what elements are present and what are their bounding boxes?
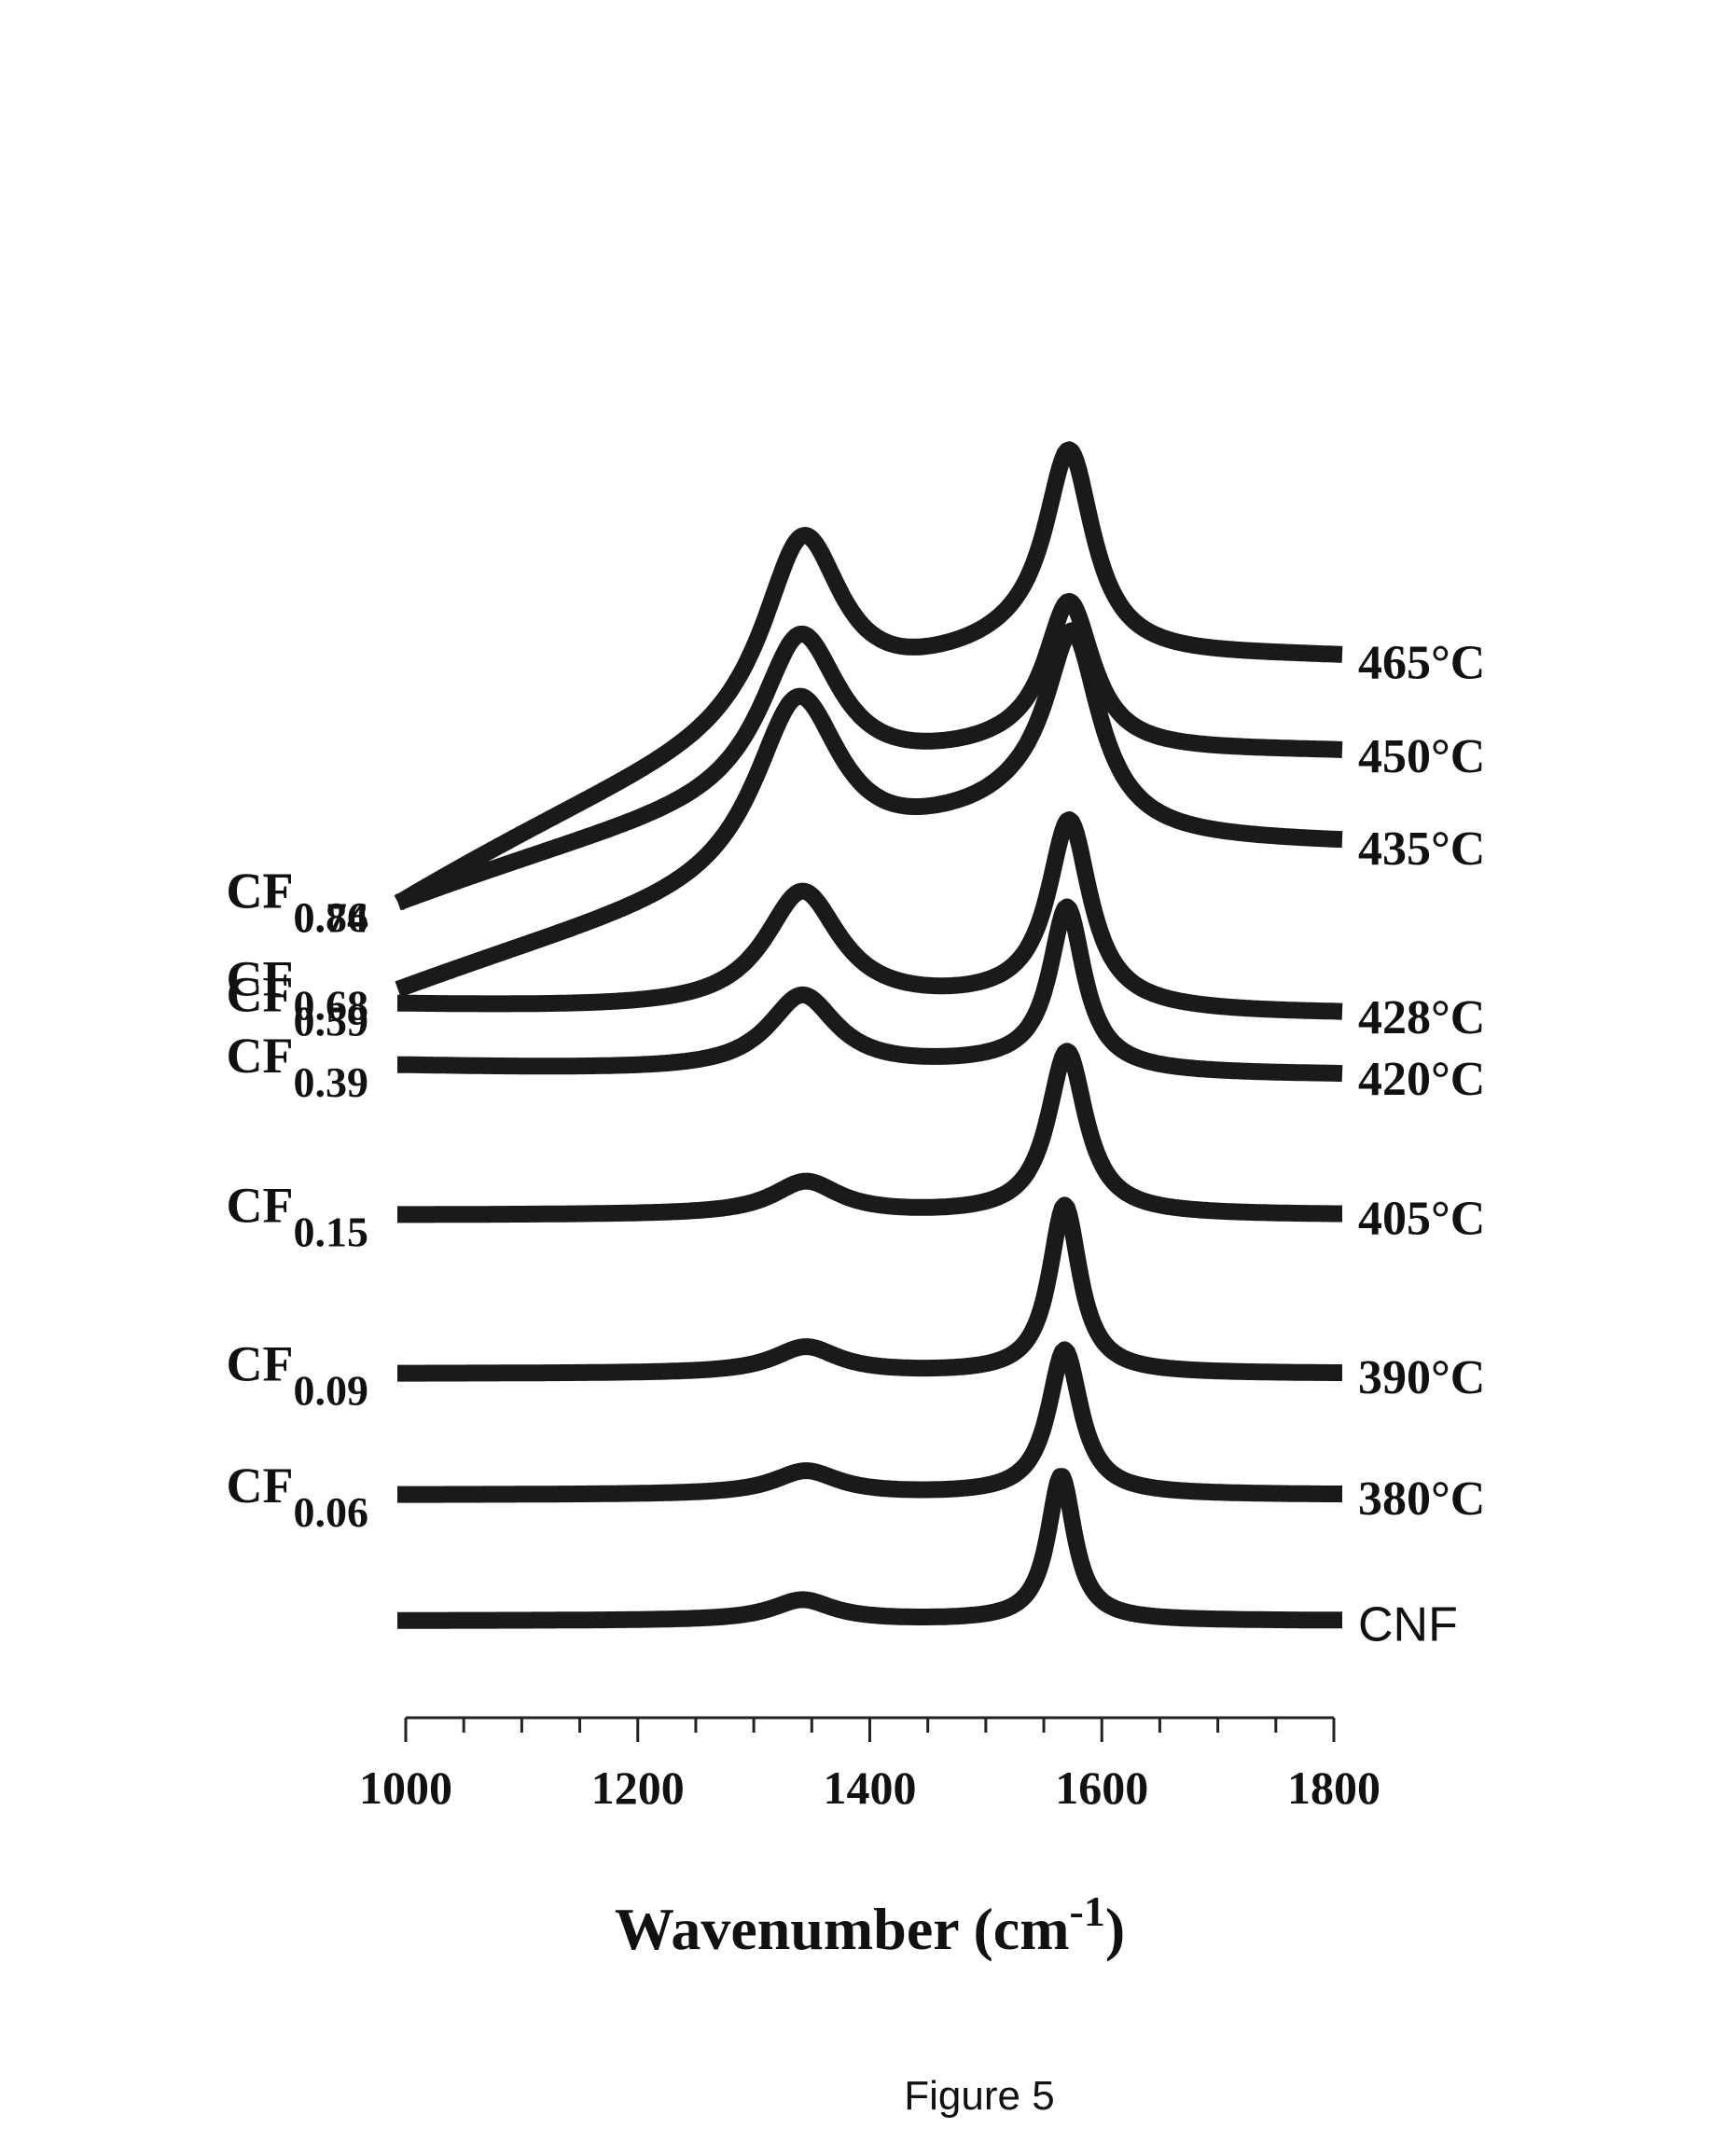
x-tick-label: 1200 (591, 1762, 685, 1814)
temperature-label: 420°C (1358, 1053, 1485, 1106)
spectrum-line-435c (406, 630, 1334, 987)
composition-labels: CF0.06CF0.09CF0.15CF0.39CF0.59CF0.68CF0.… (227, 863, 368, 1535)
figure-caption: Figure 5 (904, 2073, 1054, 2119)
temperature-label: 435°C (1358, 822, 1485, 876)
x-tick-label: 1600 (1055, 1762, 1148, 1814)
x-axis: 1000 1200 1400 1600 1800 (359, 1718, 1380, 1814)
temperature-label: 450°C (1358, 730, 1485, 783)
x-axis-label: Wavenumber (cm-1) (615, 1887, 1125, 1963)
temperature-label: 465°C (1358, 637, 1485, 690)
spectra-group (406, 449, 1334, 1620)
temperature-label: 390°C (1358, 1351, 1485, 1404)
x-tick-label: 1800 (1287, 1762, 1380, 1814)
temperature-labels: CNF 380°C 390°C 405°C 420°C 428°C 435°C 450°C 46… (1358, 637, 1485, 1652)
composition-label: CF0.09 (227, 1336, 368, 1415)
composition-label: CF0.15 (227, 1178, 368, 1256)
x-axis-ticks: 1000 1200 1400 1600 1800 (359, 1718, 1380, 1814)
temperature-label: 380°C (1358, 1472, 1485, 1526)
composition-label: CF0.06 (227, 1458, 368, 1536)
x-tick-label: 1400 (824, 1762, 917, 1814)
temperature-label: 428°C (1358, 991, 1485, 1044)
composition-label: CF0.86 (227, 863, 368, 941)
temperature-label: 405°C (1358, 1193, 1485, 1246)
temperature-label: CNF (1358, 1598, 1458, 1652)
x-tick-label: 1000 (359, 1762, 452, 1814)
spectrum-line-390c (406, 1205, 1334, 1373)
